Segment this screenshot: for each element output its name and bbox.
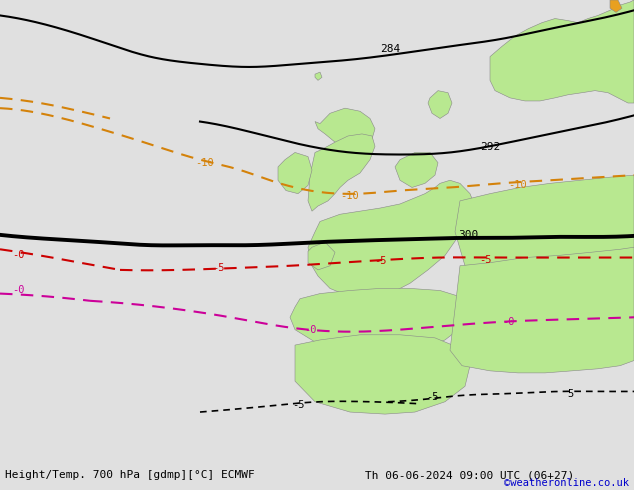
Polygon shape bbox=[315, 72, 322, 80]
Polygon shape bbox=[308, 180, 475, 299]
Text: -5: -5 bbox=[479, 255, 491, 265]
Text: -5: -5 bbox=[212, 263, 224, 273]
Polygon shape bbox=[278, 152, 312, 194]
Polygon shape bbox=[315, 108, 375, 152]
Polygon shape bbox=[450, 247, 634, 373]
Text: -0: -0 bbox=[12, 286, 24, 295]
Polygon shape bbox=[295, 335, 470, 414]
Text: -0: -0 bbox=[12, 250, 24, 261]
Text: -10: -10 bbox=[196, 158, 214, 168]
Polygon shape bbox=[308, 242, 335, 270]
Polygon shape bbox=[490, 0, 634, 103]
Text: 300: 300 bbox=[458, 230, 478, 240]
Text: Height/Temp. 700 hPa [gdmp][°C] ECMWF: Height/Temp. 700 hPa [gdmp][°C] ECMWF bbox=[5, 470, 255, 480]
Text: 5: 5 bbox=[567, 389, 573, 398]
Text: -5: -5 bbox=[292, 400, 304, 410]
Polygon shape bbox=[455, 175, 634, 273]
Text: ©weatheronline.co.uk: ©weatheronline.co.uk bbox=[504, 478, 629, 488]
Polygon shape bbox=[290, 289, 470, 355]
Polygon shape bbox=[428, 91, 452, 119]
Text: -0: -0 bbox=[501, 318, 514, 327]
Text: 284: 284 bbox=[380, 45, 400, 54]
Text: 292: 292 bbox=[480, 142, 500, 152]
Text: -10: -10 bbox=[508, 180, 527, 191]
Text: -5: -5 bbox=[374, 256, 386, 266]
Text: Th 06-06-2024 09:00 UTC (06+27): Th 06-06-2024 09:00 UTC (06+27) bbox=[365, 470, 574, 480]
Polygon shape bbox=[610, 0, 622, 12]
Text: -5: -5 bbox=[426, 392, 438, 402]
Polygon shape bbox=[395, 152, 438, 188]
Text: -10: -10 bbox=[340, 191, 359, 201]
Text: -0: -0 bbox=[304, 325, 316, 335]
Polygon shape bbox=[308, 134, 375, 211]
